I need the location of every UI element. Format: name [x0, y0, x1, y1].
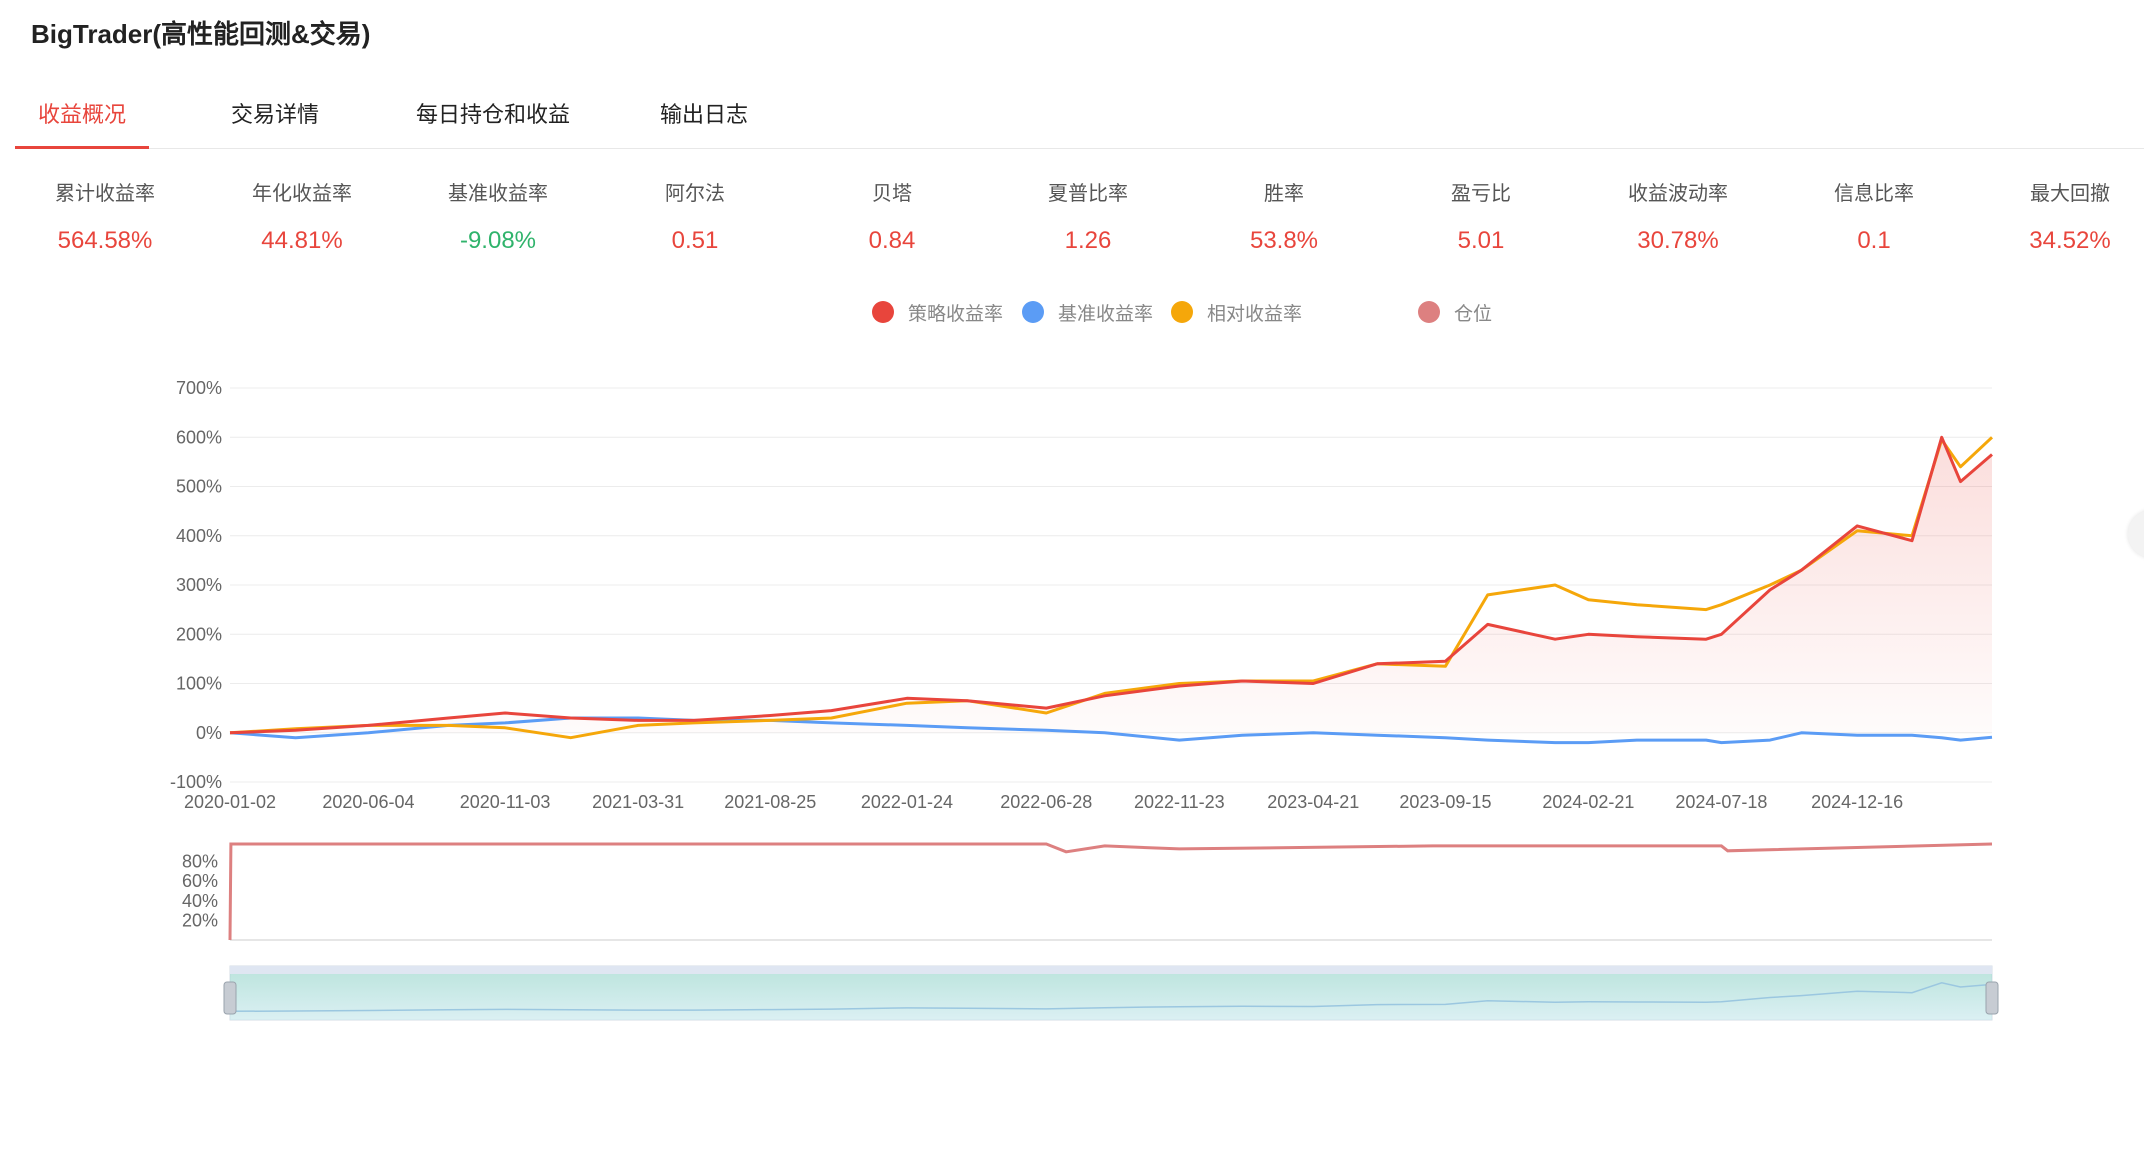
metric-3: 阿尔法 0.51 — [615, 180, 775, 260]
position-y-tick-label: 80% — [182, 852, 218, 872]
metric-label: 信息比率 — [1834, 183, 1914, 205]
x-tick-label: 2020-06-04 — [322, 792, 414, 812]
legend-label: 策略收益率 — [908, 303, 1004, 325]
tab-bar: 收益概况 交易详情 每日持仓和收益 输出日志 — [15, 90, 2144, 149]
metrics-bar: 累计收益率 564.58% 年化收益率 44.81% 基准收益率 -9.08% 阿尔法 0.5… — [0, 180, 2144, 280]
x-tick-label: 2022-06-28 — [1000, 792, 1092, 812]
strategy-area — [230, 437, 1992, 733]
legend-item-relative[interactable]: 相对收益率 — [1171, 296, 1302, 328]
legend-item-position[interactable]: 仓位 — [1418, 296, 1492, 328]
y-tick-label: 500% — [176, 477, 222, 497]
tab-trade-details[interactable]: 交易详情 — [230, 102, 319, 127]
position-y-tick-label: 20% — [182, 910, 218, 930]
metric-0: 累计收益率 564.58% — [25, 180, 185, 260]
tab-output-log[interactable]: 输出日志 — [659, 102, 748, 127]
metric-4: 贝塔 0.84 — [812, 180, 972, 260]
chart-legend: 策略收益率 基准收益率 相对收益率 仓位 — [0, 296, 2144, 328]
tab-return-overview[interactable]: 收益概况 — [15, 90, 149, 149]
metric-6: 胜率 53.8% — [1204, 180, 1364, 260]
legend-dot-icon — [872, 301, 894, 323]
app-title: BigTrader(高性能回测&交易) — [31, 19, 371, 49]
y-tick-label: 700% — [176, 378, 222, 398]
legend-item-strategy[interactable]: 策略收益率 — [872, 296, 1003, 328]
y-tick-label: 200% — [176, 624, 222, 644]
x-tick-label: 2021-08-25 — [724, 792, 816, 812]
x-tick-label: 2023-04-21 — [1267, 792, 1359, 812]
metric-9: 信息比率 0.1 — [1794, 180, 1954, 260]
zoom-selection — [230, 974, 1992, 1020]
metric-value: 30.78% — [1637, 227, 1719, 254]
legend-dot-icon — [1418, 301, 1440, 323]
series-line-0 — [229, 435, 1993, 735]
metric-label: 贝塔 — [872, 183, 912, 205]
metric-7: 盈亏比 5.01 — [1401, 180, 1561, 260]
side-drawer-handle[interactable] — [2128, 510, 2144, 558]
zoom-preview-line — [229, 982, 1993, 1013]
metric-8: 收益波动率 30.78% — [1598, 180, 1758, 260]
legend-item-benchmark[interactable]: 基准收益率 — [1022, 296, 1153, 328]
zoom-left-handle[interactable] — [223, 981, 237, 1015]
metric-label: 基准收益率 — [448, 183, 548, 205]
y-tick-label: 300% — [176, 575, 222, 595]
metric-value: 0.1 — [1857, 227, 1891, 254]
x-tick-label: 2022-01-24 — [861, 792, 953, 812]
x-tick-label: 2021-03-31 — [592, 792, 684, 812]
x-tick-label: 2023-09-15 — [1399, 792, 1491, 812]
position-line — [228, 842, 1993, 941]
x-tick-label: 2020-01-02 — [184, 792, 276, 812]
metric-value: 44.81% — [261, 227, 343, 254]
y-tick-label: 100% — [176, 674, 222, 694]
y-tick-label: 0% — [196, 723, 222, 743]
metric-value: 0.84 — [868, 227, 916, 254]
metric-value: 564.58% — [57, 227, 153, 254]
metric-value: 0.51 — [671, 227, 719, 254]
metric-1: 年化收益率 44.81% — [222, 180, 382, 260]
x-tick-label: 2020-11-03 — [460, 792, 551, 812]
metric-label: 夏普比率 — [1048, 183, 1128, 205]
metric-label: 最大回撤 — [2030, 183, 2110, 205]
zoom-top-bar — [230, 966, 1992, 974]
legend-label: 相对收益率 — [1207, 303, 1303, 325]
x-tick-label: 2024-07-18 — [1675, 792, 1767, 812]
metric-label: 盈亏比 — [1451, 183, 1511, 205]
y-tick-label: 600% — [176, 427, 222, 447]
metric-label: 累计收益率 — [55, 183, 155, 205]
metric-label: 阿尔法 — [665, 183, 725, 205]
metric-label: 胜率 — [1264, 183, 1304, 205]
metric-10: 最大回撤 34.52% — [1990, 180, 2144, 260]
y-tick-label: 400% — [176, 526, 222, 546]
zoom-right-handle[interactable] — [1985, 981, 1999, 1015]
x-tick-label: 2024-02-21 — [1542, 792, 1634, 812]
metric-value: 53.8% — [1249, 227, 1319, 254]
legend-dot-icon — [1171, 301, 1193, 323]
legend-label: 基准收益率 — [1058, 303, 1154, 325]
position-y-tick-label: 60% — [182, 871, 218, 891]
metric-value: -9.08% — [459, 227, 537, 254]
metric-label: 年化收益率 — [252, 183, 352, 205]
metric-label: 收益波动率 — [1628, 183, 1728, 205]
tab-daily-positions[interactable]: 每日持仓和收益 — [415, 102, 570, 127]
metric-value: 34.52% — [2029, 227, 2111, 254]
metric-value: 5.01 — [1457, 227, 1505, 254]
x-tick-label: 2024-12-16 — [1811, 792, 1903, 812]
metric-value: 1.26 — [1064, 227, 1112, 254]
y-tick-label: -100% — [170, 772, 222, 792]
x-tick-label: 2022-11-23 — [1134, 792, 1225, 812]
metric-2: 基准收益率 -9.08% — [418, 180, 578, 260]
metric-5: 夏普比率 1.26 — [1008, 180, 1168, 260]
legend-label: 仓位 — [1454, 303, 1493, 325]
legend-dot-icon — [1022, 301, 1044, 323]
position-y-tick-label: 40% — [182, 891, 218, 911]
